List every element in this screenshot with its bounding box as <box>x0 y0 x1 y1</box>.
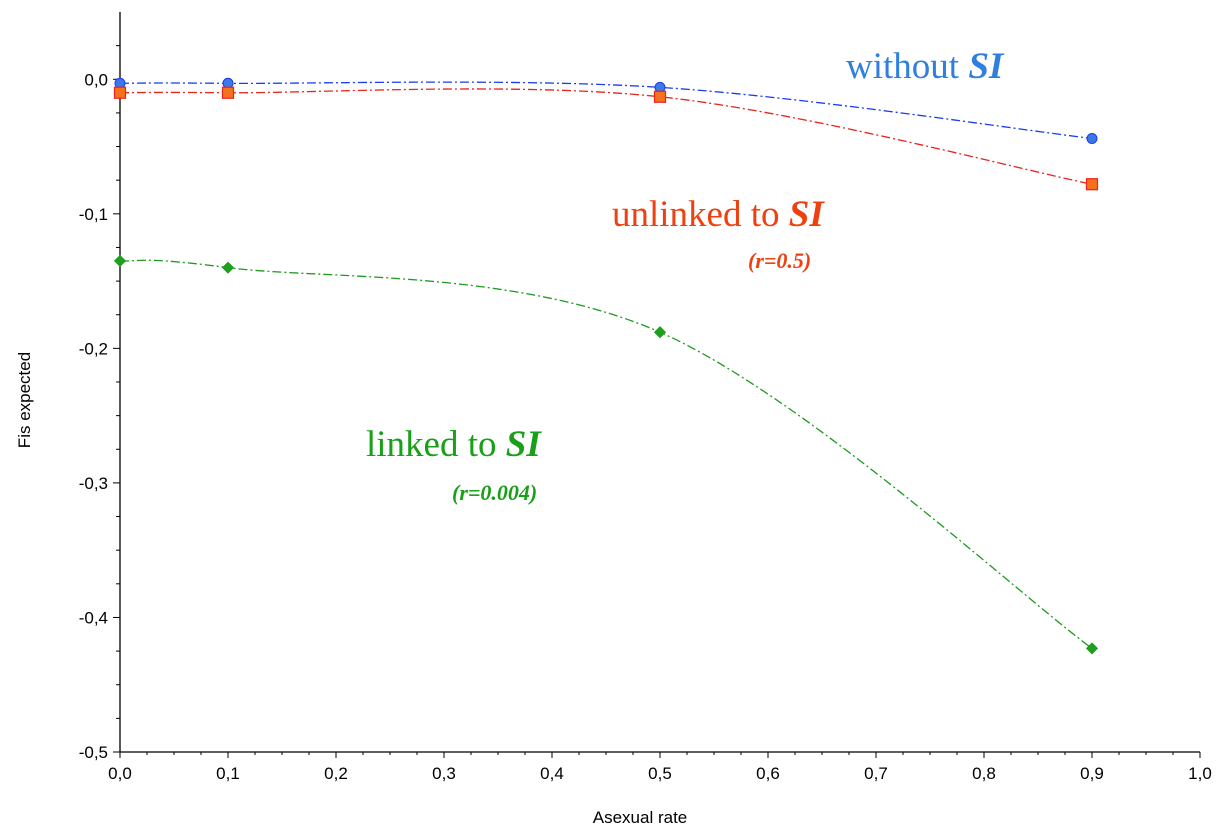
y-tick-label: -0,4 <box>79 608 108 627</box>
x-tick-label: 0,5 <box>648 764 672 783</box>
x-tick-label: 0,6 <box>756 764 780 783</box>
data-point-without <box>1086 132 1098 144</box>
x-tick-label: 0,4 <box>540 764 564 783</box>
series-layer <box>113 77 1099 655</box>
x-tick-label: 0,2 <box>324 764 348 783</box>
series-line-without <box>119 81 1093 140</box>
annotation-unlinked: unlinked to SI (r=0.5) <box>612 194 825 273</box>
data-point-unlinked <box>113 86 127 99</box>
y-tick-label: 0,0 <box>84 70 108 89</box>
y-tick-label: -0,2 <box>79 339 108 358</box>
data-point-linked <box>113 254 127 267</box>
annotation-linked-sub: (r=0.004) <box>452 480 537 505</box>
data-point-linked <box>1085 642 1099 655</box>
y-axis-title: Fis expected <box>15 352 34 448</box>
x-tick-label: 0,9 <box>1080 764 1104 783</box>
data-point-linked <box>221 261 235 274</box>
x-tick-label: 0,3 <box>432 764 456 783</box>
x-tick-label: 0,7 <box>864 764 888 783</box>
data-point-unlinked <box>221 86 235 99</box>
data-point-linked <box>653 326 667 339</box>
annotation-linked: linked to SI (r=0.004) <box>366 424 542 505</box>
x-tick-label: 1,0 <box>1188 764 1212 783</box>
x-tick-label: 0,1 <box>216 764 240 783</box>
series-line-linked <box>119 259 1093 649</box>
series-unlinked <box>113 86 1099 191</box>
y-tick-label: -0,1 <box>79 205 108 224</box>
annotation-unlinked-label: unlinked to SI <box>612 194 825 235</box>
x-axis-title: Asexual rate <box>593 808 688 827</box>
x-tick-label: 0,8 <box>972 764 996 783</box>
annotation-without: without SI <box>846 46 1005 87</box>
axes <box>119 12 1200 753</box>
annotation-without-label: without SI <box>846 46 1005 87</box>
y-tick-label: -0,5 <box>79 743 108 762</box>
x-tick-label: 0,0 <box>108 764 132 783</box>
data-point-unlinked <box>1085 178 1099 191</box>
y-tick-label: -0,3 <box>79 474 108 493</box>
series-without <box>114 77 1098 144</box>
series-line-unlinked <box>119 88 1093 185</box>
series-linked <box>113 254 1099 655</box>
annotation-linked-label: linked to SI <box>366 424 542 465</box>
annotation-unlinked-sub: (r=0.5) <box>748 248 811 273</box>
data-point-unlinked <box>653 90 667 103</box>
ticks: 0,0 0,1 0,2 0,3 0,4 0,5 0,6 0,7 0,8 0,9 1,0 0,0 -0,1… <box>79 45 1212 783</box>
